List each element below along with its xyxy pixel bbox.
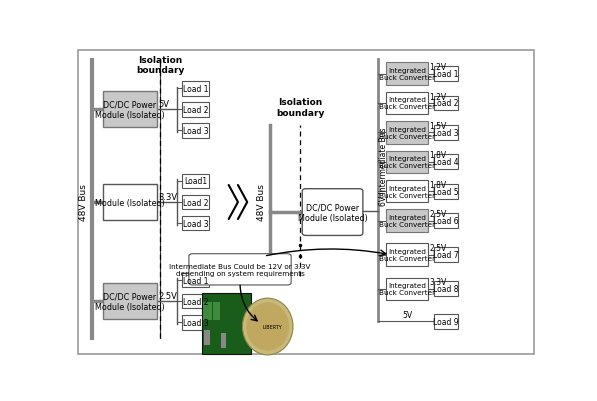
Bar: [182, 216, 209, 231]
Text: Load 1: Load 1: [183, 276, 208, 285]
Text: DC/DC Power
Module (Isolated): DC/DC Power Module (Isolated): [95, 100, 165, 119]
Text: 48V Bus: 48V Bus: [257, 184, 266, 221]
Text: Load 2: Load 2: [183, 198, 208, 207]
Bar: [433, 214, 458, 229]
Text: Isolation
boundary: Isolation boundary: [276, 98, 325, 117]
Bar: [386, 151, 428, 174]
Bar: [386, 180, 428, 203]
FancyBboxPatch shape: [189, 254, 291, 285]
Text: Load 2: Load 2: [433, 99, 458, 108]
Bar: [386, 122, 428, 144]
Text: Isolation
boundary: Isolation boundary: [136, 56, 184, 75]
Text: Integrated
Buck Converter: Integrated Buck Converter: [378, 282, 435, 296]
Bar: [433, 67, 458, 82]
Bar: [204, 330, 210, 345]
Text: Module (Isolated): Module (Isolated): [95, 198, 165, 207]
Bar: [182, 294, 209, 309]
Text: Load 3: Load 3: [183, 126, 208, 136]
Text: 6V Intermediate Bus: 6V Intermediate Bus: [378, 127, 387, 205]
Text: 2.5V: 2.5V: [429, 244, 447, 253]
Text: Load 8: Load 8: [433, 284, 458, 294]
Text: Load 1: Load 1: [433, 70, 458, 79]
Text: Intermediate Bus Could be 12V or 3.3V
depending on system requirements: Intermediate Bus Could be 12V or 3.3V de…: [170, 263, 311, 276]
Text: 5V: 5V: [158, 100, 169, 109]
Ellipse shape: [246, 303, 289, 351]
Text: Load 3: Load 3: [183, 219, 208, 228]
Text: Integrated
Buck Converter: Integrated Buck Converter: [378, 185, 435, 198]
Text: 2.5V: 2.5V: [429, 210, 447, 219]
Text: Integrated
Buck Converter: Integrated Buck Converter: [378, 215, 435, 227]
Text: 1.8V: 1.8V: [429, 151, 446, 160]
Bar: [433, 282, 458, 296]
Bar: [103, 185, 156, 220]
Text: 48V Bus: 48V Bus: [79, 184, 88, 221]
Text: Integrated
Buck Converter: Integrated Buck Converter: [378, 127, 435, 140]
Bar: [386, 244, 428, 266]
Text: Load1: Load1: [184, 177, 207, 186]
Text: Integrated
Buck Converter: Integrated Buck Converter: [378, 97, 435, 110]
Text: DC/DC Power
Module (Isolated): DC/DC Power Module (Isolated): [298, 203, 367, 222]
Bar: [203, 303, 211, 321]
Bar: [182, 124, 209, 138]
Bar: [182, 315, 209, 330]
Text: Load 2: Load 2: [183, 297, 208, 306]
Text: 2.5V: 2.5V: [158, 291, 177, 300]
Bar: [221, 333, 226, 348]
Text: Load 5: Load 5: [433, 187, 458, 196]
Bar: [182, 103, 209, 117]
Text: Load 2: Load 2: [183, 105, 208, 114]
Text: Load 4: Load 4: [433, 158, 458, 167]
Bar: [433, 96, 458, 111]
Text: Load 9: Load 9: [433, 317, 458, 326]
Bar: [433, 155, 458, 170]
Bar: [433, 247, 458, 262]
Bar: [182, 273, 209, 288]
Bar: [202, 294, 251, 354]
Text: DC/DC Power
Module (Isolated): DC/DC Power Module (Isolated): [95, 292, 165, 311]
Text: Load 7: Load 7: [433, 251, 458, 259]
Text: 1.8V: 1.8V: [429, 180, 446, 189]
Bar: [103, 284, 156, 319]
Text: 1.5V: 1.5V: [429, 122, 447, 131]
FancyBboxPatch shape: [302, 189, 363, 236]
Bar: [213, 303, 220, 321]
Bar: [182, 81, 209, 96]
Text: LIBERTY: LIBERTY: [263, 324, 282, 329]
Bar: [182, 174, 209, 189]
Bar: [103, 92, 156, 128]
Bar: [386, 63, 428, 85]
Text: Integrated
Buck Converter: Integrated Buck Converter: [378, 68, 435, 81]
Text: Load 6: Load 6: [433, 217, 458, 225]
Text: Load 3: Load 3: [183, 318, 208, 327]
Text: Load 1: Load 1: [183, 84, 208, 93]
Bar: [433, 126, 458, 140]
Text: 1.2V: 1.2V: [429, 92, 446, 101]
Bar: [182, 195, 209, 210]
Text: 3.3V: 3.3V: [429, 277, 447, 287]
Bar: [433, 184, 458, 199]
Text: 1.2V: 1.2V: [429, 63, 446, 72]
Bar: [386, 278, 428, 300]
Text: 5V: 5V: [402, 310, 413, 319]
Bar: [386, 210, 428, 232]
Text: 3.3V: 3.3V: [158, 192, 177, 201]
Text: Integrated
Buck Converter: Integrated Buck Converter: [378, 249, 435, 261]
Text: Load 3: Load 3: [433, 129, 458, 138]
Bar: [433, 314, 458, 329]
Ellipse shape: [242, 298, 293, 355]
Bar: [386, 93, 428, 115]
Text: Integrated
Buck Converter: Integrated Buck Converter: [378, 156, 435, 169]
